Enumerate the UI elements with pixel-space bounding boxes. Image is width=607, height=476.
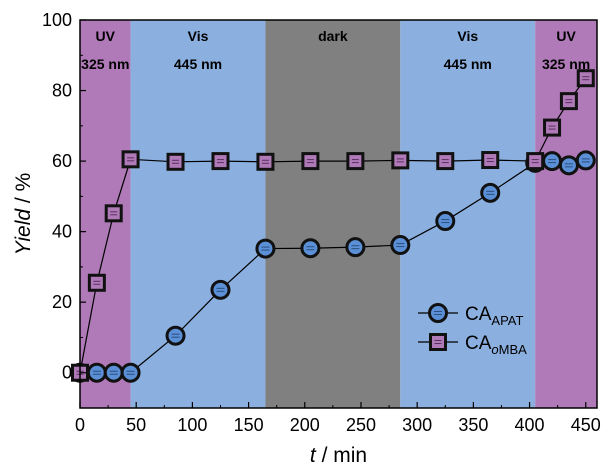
data-point-apat (435, 211, 456, 232)
x-tick-label: 350 (458, 415, 488, 435)
x-tick-label: 250 (346, 415, 376, 435)
x-tick-label: 200 (290, 415, 320, 435)
data-point-apat (390, 235, 411, 256)
y-tick-label: 20 (52, 292, 72, 312)
data-point-omba (543, 118, 562, 137)
data-point-apat (255, 238, 276, 259)
data-point-omba (211, 152, 230, 171)
x-tick-label: 400 (515, 415, 545, 435)
x-tick-label: 150 (234, 415, 264, 435)
x-tick-label: 0 (75, 415, 85, 435)
data-point-apat (542, 151, 563, 172)
data-point-omba (436, 152, 455, 171)
y-tick-label: 40 (52, 222, 72, 242)
region-dark-2 (265, 20, 401, 408)
data-point-apat (210, 279, 231, 300)
data-point-omba (576, 69, 595, 88)
data-point-apat (345, 237, 366, 258)
x-tick-label: 50 (126, 415, 146, 435)
region-label: UV (556, 28, 576, 44)
legend-marker-apat (428, 303, 448, 323)
data-point-apat (480, 182, 501, 203)
y-tick-label: 60 (52, 151, 72, 171)
region-label: dark (318, 28, 348, 44)
data-point-omba (166, 152, 185, 171)
plot-frame (79, 19, 598, 409)
x-tick-label: 100 (177, 415, 207, 435)
data-point-apat (558, 155, 579, 176)
data-markers (70, 69, 596, 383)
region-label: Vis (457, 28, 478, 44)
region-label: Vis (188, 28, 209, 44)
axes: 0 50 100 150 200 250 300 350 400 450 0 20 40 60 80 100 (42, 10, 601, 435)
region-sublabel: 325 nm (542, 56, 590, 72)
data-point-apat (575, 150, 596, 171)
data-point-apat (103, 362, 124, 383)
region-sublabel: 325 nm (81, 56, 129, 72)
y-tick-label: 80 (52, 81, 72, 101)
data-point-omba (526, 152, 545, 171)
y-axis-title: Yield / % (12, 173, 35, 256)
series-line-omba (79, 77, 587, 373)
data-point-omba (87, 273, 106, 292)
data-point-omba (559, 92, 578, 111)
data-point-apat (165, 325, 186, 346)
region-sublabel: 445 nm (444, 56, 492, 72)
y-tick-label: 100 (42, 10, 72, 30)
illumination-regions: UV 325 nm Vis 445 nm dark Vis 445 nm UV 325 nm (80, 20, 597, 408)
data-point-apat (86, 362, 107, 383)
data-point-omba (104, 204, 123, 223)
data-point-omba (391, 151, 410, 170)
data-point-omba (256, 152, 275, 171)
x-tick-label: 450 (571, 415, 601, 435)
data-point-omba (301, 152, 320, 171)
region-vis-1 (130, 20, 266, 408)
region-sublabel: 445 nm (174, 56, 222, 72)
y-tick-label: 0 (62, 363, 72, 383)
data-point-omba (481, 151, 500, 170)
data-point-apat (120, 362, 141, 383)
region-label: UV (96, 28, 116, 44)
legend-marker-omba (429, 333, 447, 351)
data-point-apat (300, 238, 321, 259)
region-vis-3 (400, 20, 536, 408)
data-point-omba (346, 152, 365, 171)
x-axis-title: t / min (310, 444, 367, 467)
x-tick-label: 300 (402, 415, 432, 435)
data-point-omba (121, 150, 140, 169)
